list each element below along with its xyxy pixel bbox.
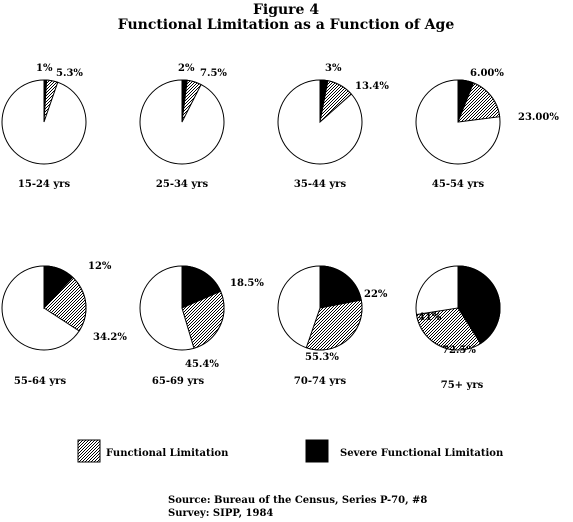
pie-age-label: 25-34 yrs	[156, 179, 209, 190]
pie-age-label: 35-44 yrs	[294, 179, 347, 190]
pie-label-functional: 45.4%	[185, 359, 219, 370]
pie-age-label: 55-64 yrs	[14, 376, 67, 387]
pie-slice-severe	[43, 79, 48, 123]
legend-swatch-functional	[77, 439, 101, 463]
pie-age-label: 70-74 yrs	[294, 376, 347, 387]
pie-slice-severe	[43, 265, 74, 310]
pie-age-label: 75+ yrs	[441, 380, 484, 391]
legend-swatch-severe	[305, 439, 329, 463]
pie-slice-severe	[457, 79, 475, 123]
pie-label-severe: 2%	[178, 63, 195, 74]
survey-line: Survey: SIPP, 1984	[168, 508, 273, 519]
figure-number: Figure 4	[253, 2, 319, 18]
legend-label-functional: Functional Limitation	[106, 448, 229, 459]
pie-label-severe: 12%	[88, 261, 112, 272]
pie-label-severe: 1%	[36, 63, 53, 74]
pie-label-severe: 18.5%	[230, 278, 264, 289]
source-line: Source: Bureau of the Census, Series P-7…	[168, 495, 427, 506]
pie-age-label: 45-54 yrs	[432, 179, 485, 190]
pie-slice-severe	[181, 265, 222, 309]
pie-slice-severe	[319, 79, 329, 123]
pie-label-functional: 23.00%	[518, 112, 559, 123]
pie-age-label: 65-69 yrs	[152, 376, 205, 387]
pie-label-functional: 5.3%	[56, 68, 83, 79]
pie-label-functional: 55.3%	[305, 352, 339, 363]
pie-label-severe: 6.00%	[470, 68, 504, 79]
pie-label-functional: 13.4%	[355, 81, 389, 92]
pie-slice-severe	[319, 265, 362, 309]
pie-label-severe: 41%	[418, 312, 442, 323]
pie-label-severe: 3%	[325, 63, 342, 74]
pie-slice-severe	[181, 79, 188, 123]
pie-label-functional: 72.5%	[442, 345, 476, 356]
pie-label-severe: 22%	[364, 289, 388, 300]
pie-slice-severe	[457, 265, 501, 345]
legend-label-severe: Severe Functional Limitation	[340, 448, 504, 459]
pie-label-functional: 34.2%	[93, 332, 127, 343]
pie-charts: 1% 5.3% 15-24 yrs 2% 7.5% 25-34 yrs 3% 13.4% 35-…	[1, 63, 559, 391]
pie-age-label: 15-24 yrs	[18, 179, 71, 190]
figure-title: Functional Limitation as a Function of A…	[118, 17, 455, 33]
pie-label-functional: 7.5%	[200, 68, 227, 79]
